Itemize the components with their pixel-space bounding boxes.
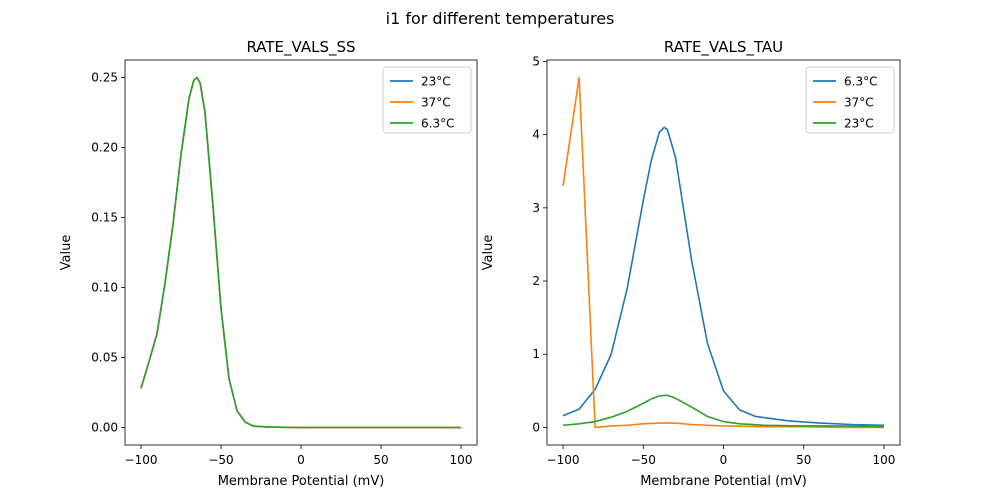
y-tick-label: 0.05 <box>91 351 118 365</box>
y-tick-label: 0.25 <box>91 71 118 85</box>
x-tick-label: 0 <box>720 453 728 467</box>
series-line-37°C <box>562 76 884 429</box>
legend-label: 6.3°C <box>844 75 877 89</box>
chart-rate-vals-ss: RATE_VALS_SS −100 −50 0 50 100 0.00 0.05 0.10 0.1… <box>59 38 478 489</box>
figure-suptitle: i1 for different temperatures <box>386 9 615 28</box>
legend-label: 37°C <box>844 96 874 110</box>
y-tick-label: 1 <box>532 347 540 361</box>
y-tick-label: 0.15 <box>91 211 118 225</box>
x-tick-label: 0 <box>297 453 305 467</box>
y-tick-label: 4 <box>532 128 540 142</box>
legend-box <box>805 66 895 134</box>
series-line-23°C <box>562 394 884 428</box>
x-tick-label: 100 <box>450 453 473 467</box>
x-tick-label: −50 <box>208 453 233 467</box>
x-tick-label: −100 <box>547 453 580 467</box>
legend-label: 23°C <box>421 75 451 89</box>
series-line-6.3°C <box>562 126 884 427</box>
legend-label: 6.3°C <box>421 117 454 131</box>
x-tick-label: 50 <box>796 453 811 467</box>
x-tick-label: 100 <box>873 453 896 467</box>
y-tick-label: 2 <box>532 274 540 288</box>
series-line-6.3°C <box>140 76 461 429</box>
y-tick-label: 3 <box>532 201 540 215</box>
x-tick-label: −100 <box>125 453 158 467</box>
y-tick-label: 0.20 <box>91 141 118 155</box>
chart-title: RATE_VALS_SS <box>246 38 355 57</box>
y-axis-label: Value <box>59 235 74 271</box>
y-axis-label: Value <box>481 235 496 271</box>
y-tick-label: 0.00 <box>91 421 118 435</box>
y-tick-label: 5 <box>532 54 540 68</box>
legend-box <box>382 66 472 134</box>
x-axis-label: Membrane Potential (mV) <box>218 474 385 489</box>
x-tick-label: −50 <box>631 453 656 467</box>
x-tick-label: 50 <box>373 453 388 467</box>
chart-rate-vals-tau: RATE_VALS_TAU −100 −50 0 50 100 0 1 2 3 4 5 Membrane… <box>481 38 901 489</box>
legend-label: 37°C <box>421 96 451 110</box>
y-tick-label: 0.10 <box>91 281 118 295</box>
legend-label: 23°C <box>844 117 874 131</box>
chart-title: RATE_VALS_TAU <box>664 38 783 57</box>
x-axis-label: Membrane Potential (mV) <box>640 474 807 489</box>
y-tick-label: 0 <box>532 420 540 434</box>
